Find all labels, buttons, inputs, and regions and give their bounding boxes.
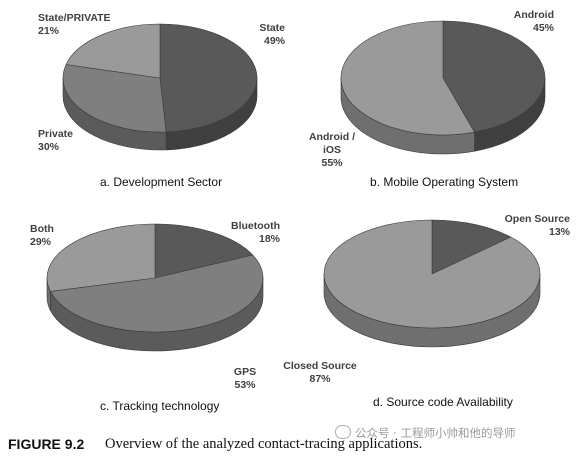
figure-number: FIGURE 9.2 — [8, 436, 85, 452]
pie-slice-private — [62, 64, 167, 133]
chart-subtitle: d. Source code Availability — [373, 395, 513, 409]
pie-development-sector: State 49% Private 30% State/PRIVATE 21% a. Dev… — [38, 12, 286, 189]
chart-subtitle: c. Tracking technology — [100, 399, 219, 413]
slice-label-android: Android 45% — [514, 9, 555, 34]
figure-caption: Overview of the analyzed contact-tracing… — [105, 436, 423, 452]
pie-slice-bluetooth — [154, 223, 254, 279]
watermark: 公众号 · 工程师小帅和他的导师 — [335, 425, 515, 441]
pie-slice-gps — [49, 254, 264, 333]
slice-label-android: Android / iOS 55% — [309, 131, 355, 169]
slice-label-both: Both 29% — [30, 223, 54, 248]
slice-label-gps: GPS 53% — [234, 366, 256, 391]
wechat-icon — [335, 425, 351, 439]
slice-label-closed-source: Closed Source 87% — [283, 360, 357, 385]
slice-label-bluetooth: Bluetooth 18% — [231, 220, 281, 245]
pie-tracking-technology: Bluetooth 18% GPS 53% Both 29% c. Tracking tec… — [30, 220, 281, 413]
chart-subtitle: a. Development Sector — [100, 175, 222, 189]
slice-label-private: Private 30% — [38, 128, 73, 153]
pie-slice-state — [159, 23, 258, 133]
slice-label-state-private: State/PRIVATE 21% — [38, 12, 111, 37]
pie-slice-open-source — [431, 219, 512, 275]
pie-slice-android — [442, 20, 546, 133]
pie-slice-closed-source — [323, 219, 541, 329]
pie-source-code-availability: Open Source 13% Closed Source 87% d. Source … — [283, 213, 570, 409]
pie-slice-both — [46, 223, 156, 292]
slice-label-state: State 49% — [259, 22, 285, 47]
pie-slice-android — [340, 20, 475, 136]
pie-mobile-operating-system: Android 45% Android / iOS 55% b. Mobile Opera… — [309, 9, 555, 189]
watermark-text: 公众号 · 工程师小帅和他的导师 — [355, 426, 516, 440]
chart-subtitle: b. Mobile Operating System — [370, 175, 518, 189]
figure-canvas: State 49% Private 30% State/PRIVATE 21% a. Dev… — [30, 9, 571, 413]
pie-slice-state-private — [65, 23, 161, 79]
slice-label-open-source: Open Source 13% — [505, 213, 571, 238]
